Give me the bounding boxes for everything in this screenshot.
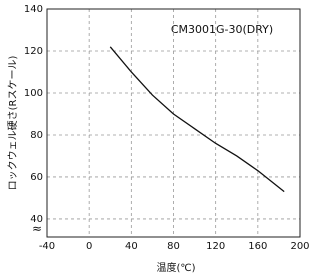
y-tick-label: 80 (30, 130, 43, 141)
y-tick-label: 100 (24, 88, 43, 99)
y-axis-label: ロックウェル硬さ(Rスケール) (7, 56, 19, 191)
x-tick-label: 80 (167, 241, 180, 252)
x-tick-label: 160 (248, 241, 267, 252)
annotation: CM3001G-30(DRY) (171, 23, 273, 36)
y-tick-label: 120 (24, 46, 43, 57)
y-tick-label: 140 (24, 4, 43, 15)
x-axis-label: 温度(℃) (156, 261, 195, 274)
y-tick-label: 40 (30, 214, 43, 225)
plot-frame (46, 8, 301, 238)
x-tick-label: -40 (39, 241, 55, 252)
y-tick-label: 60 (30, 172, 43, 183)
x-tick-label: 120 (206, 241, 225, 252)
axis-break: ≈ (32, 222, 42, 236)
x-tick-label: 40 (125, 241, 138, 252)
x-tick-label: 200 (290, 241, 309, 252)
line (109, 46, 285, 193)
x-tick-label: 0 (86, 241, 92, 252)
